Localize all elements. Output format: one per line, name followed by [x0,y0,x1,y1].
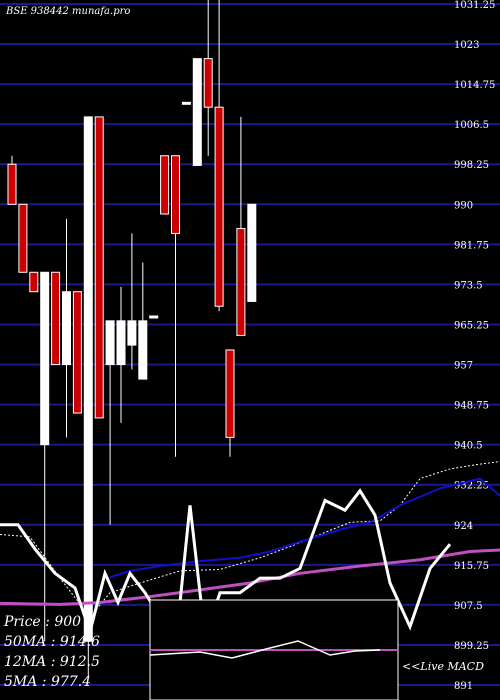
candle-body [225,349,235,438]
y-tick-label: 957 [454,361,473,372]
candle-body [160,155,170,215]
y-tick-label: 915.75 [454,561,489,572]
candle-body [149,315,159,319]
y-tick-label: 998.25 [454,160,489,171]
candle-body [105,320,115,366]
candle-body [192,58,202,166]
y-tick-label: 1023 [454,40,479,51]
ma12-label: 12MA : 912.5 [4,654,100,670]
y-tick-label: 940.5 [454,441,483,452]
ma5-line [0,461,500,618]
y-tick-label: 965.25 [454,320,489,331]
macd-line [149,640,381,659]
ma5-label: 5MA : 977.4 [4,674,92,690]
chart-title: BSE 938442 munafa.pro [5,6,130,17]
candle-body [236,228,246,336]
y-tick-label: 924 [454,521,473,532]
candle-body [138,320,148,380]
ma50-label: 50MA : 914.6 [4,634,100,650]
y-tick-label: 981.75 [454,240,489,251]
y-tick-label: 899.25 [454,641,489,652]
candle-body [29,271,39,293]
y-tick-label: 1014.75 [454,80,495,91]
y-tick-label: 907.5 [454,601,483,612]
y-tick-label: 891 [454,681,473,692]
y-tick-label: 1031.25 [454,0,495,11]
candle-body [116,320,126,366]
candle-body [127,320,137,346]
y-tick-label: 948.75 [454,401,489,412]
live-macd-link[interactable]: <<Live MACD [402,660,484,673]
candle-body [7,163,17,205]
y-tick-label: 1006.5 [454,120,489,131]
candle-body [83,116,93,642]
candle-body [62,291,71,366]
candle-body [181,101,191,105]
candle-body [171,155,180,234]
price-label: Price : 900 [4,614,82,630]
candle-body [51,271,61,366]
candle-body [72,291,82,414]
candle-body [40,271,50,446]
candle-body [18,203,28,273]
y-tick-label: 973.5 [454,280,483,291]
y-tick-label: 990 [454,200,473,211]
ma12-line [0,548,500,606]
candle-body [214,106,224,307]
candle-body [247,203,257,302]
candle-body [203,58,213,108]
candle-body [94,116,104,419]
ma50-line [109,477,500,579]
y-tick-label: 932.25 [454,481,489,492]
